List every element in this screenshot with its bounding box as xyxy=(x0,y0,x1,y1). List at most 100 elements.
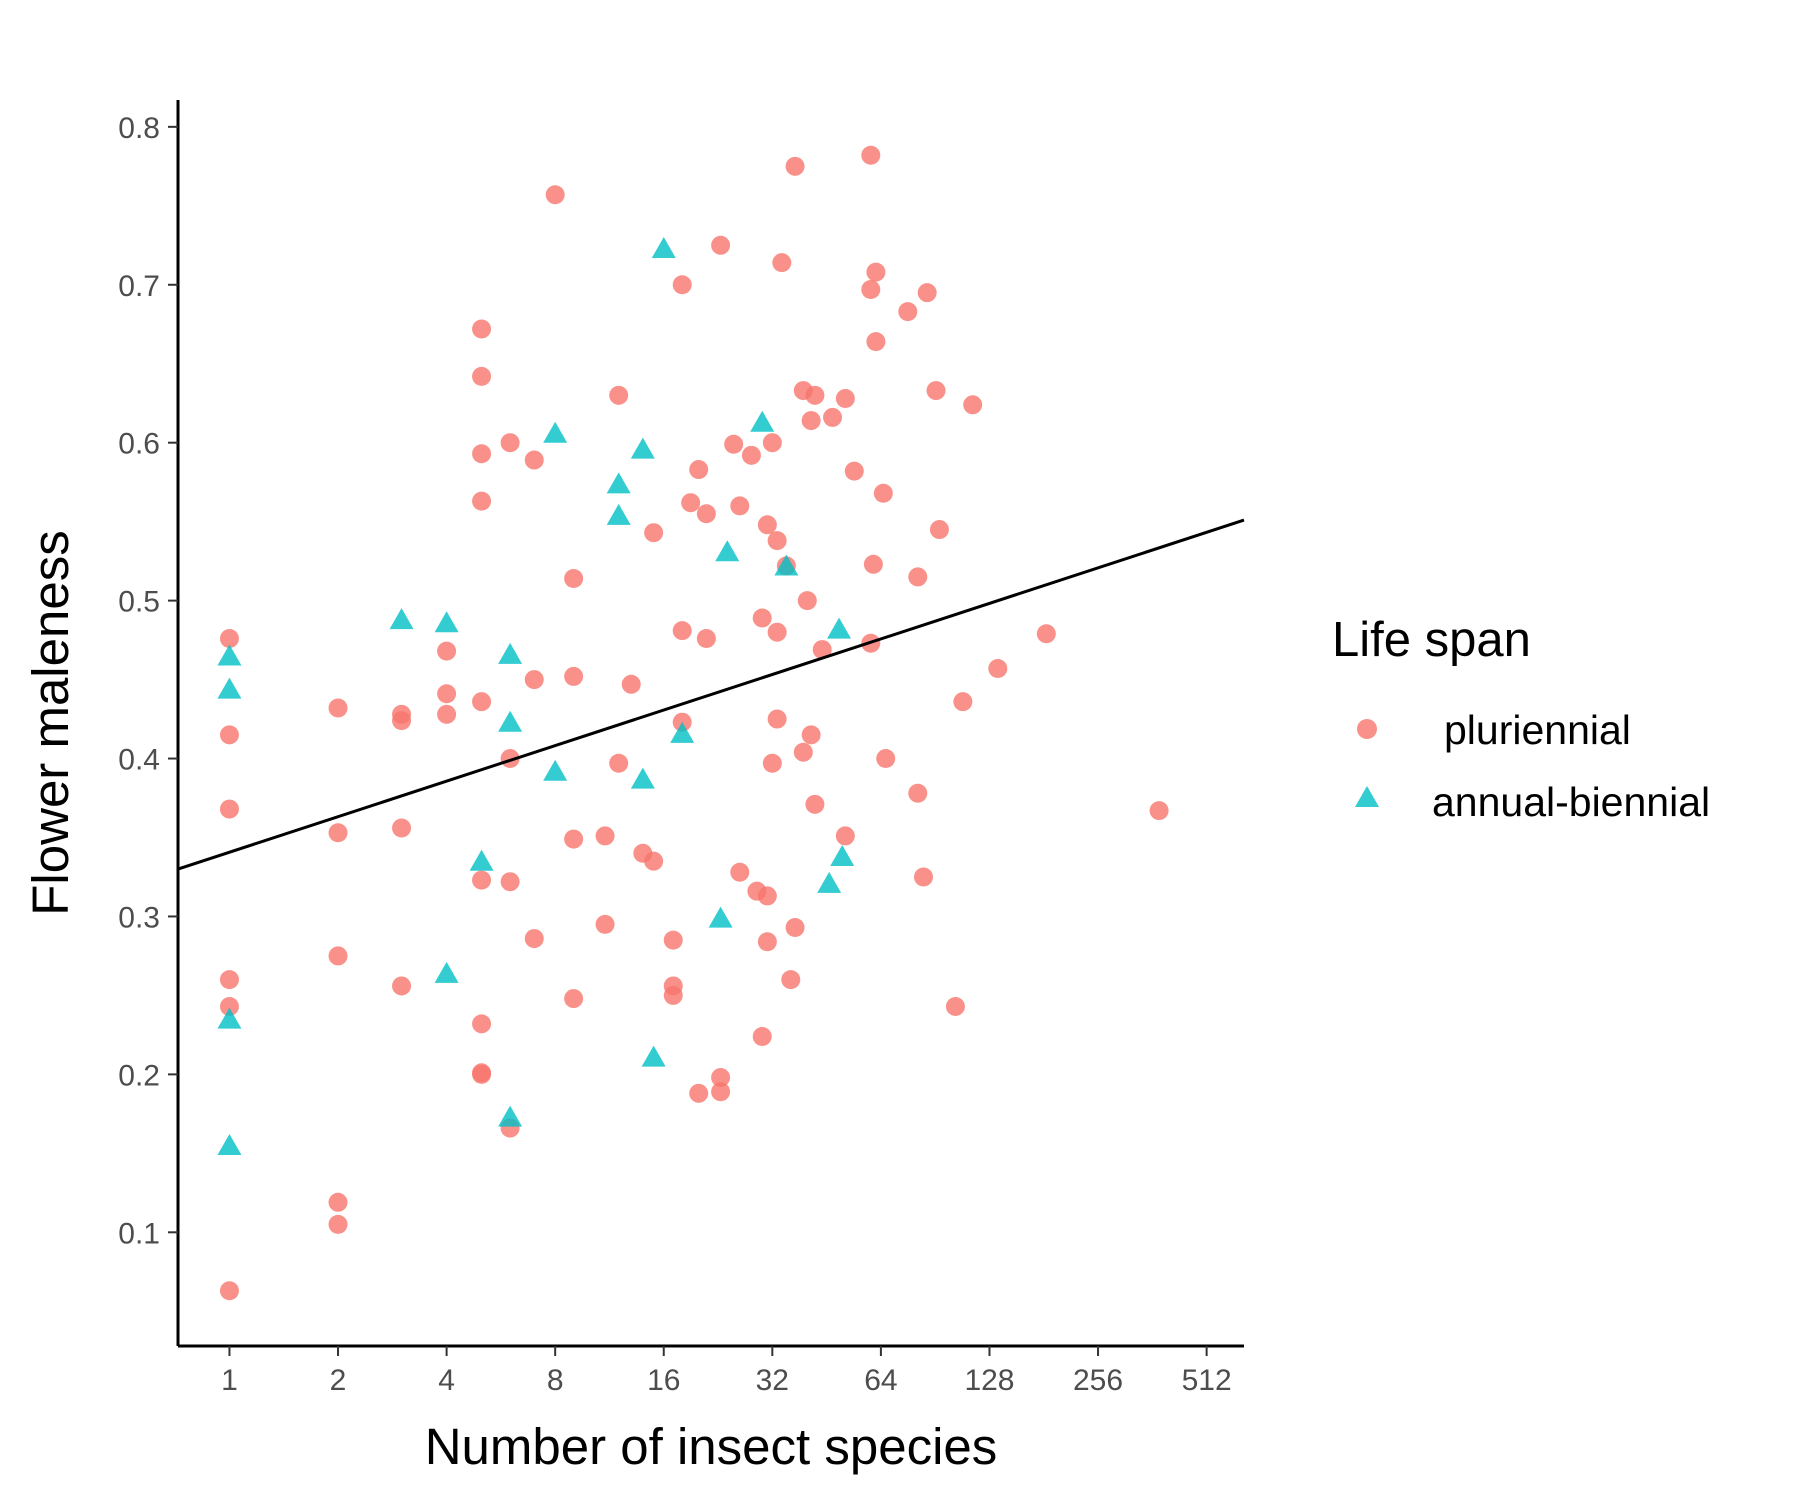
data-point-pluriennial xyxy=(219,799,239,819)
data-point-pluriennial xyxy=(621,674,641,694)
y-tick-label: 0.6 xyxy=(118,428,160,461)
x-tick-label: 8 xyxy=(547,1364,564,1397)
data-point-annual-biennial xyxy=(434,961,459,983)
data-point-pluriennial xyxy=(595,914,615,934)
y-tick-label: 0.7 xyxy=(118,270,160,303)
data-point-annual-biennial xyxy=(498,710,523,732)
data-point-pluriennial xyxy=(689,1083,709,1103)
legend-title: Life span xyxy=(1332,613,1531,667)
data-point-annual-biennial xyxy=(543,421,568,443)
legend: Life span pluriennial annual-biennial xyxy=(1332,613,1710,825)
data-point-pluriennial xyxy=(801,725,821,745)
data-point-pluriennial xyxy=(801,411,821,431)
data-point-pluriennial xyxy=(595,826,615,846)
data-point-pluriennial xyxy=(644,523,664,543)
data-point-annual-biennial xyxy=(606,503,631,525)
x-tick-label: 256 xyxy=(1073,1364,1123,1397)
data-point-pluriennial xyxy=(757,932,777,952)
y-tick-label: 0.1 xyxy=(118,1217,160,1250)
legend-key-pluriennial xyxy=(1357,719,1377,739)
data-point-pluriennial xyxy=(752,1026,772,1046)
x-axis-title: Number of insect species xyxy=(425,1418,998,1475)
data-point-pluriennial xyxy=(696,629,716,649)
data-point-pluriennial xyxy=(797,591,817,611)
data-point-annual-biennial xyxy=(498,1105,523,1127)
data-point-pluriennial xyxy=(472,1014,492,1034)
data-point-annual-biennial xyxy=(498,642,523,664)
x-tick-label: 512 xyxy=(1182,1364,1232,1397)
legend-label-pluriennial: pluriennial xyxy=(1444,707,1631,753)
data-point-pluriennial xyxy=(609,753,629,773)
data-point-pluriennial xyxy=(812,640,832,660)
x-axis-ticks: 1 2 4 8 16 32 64 128 256 512 xyxy=(221,1346,1232,1397)
x-tick-label: 64 xyxy=(864,1364,897,1397)
data-point-pluriennial xyxy=(844,461,864,481)
data-point-pluriennial xyxy=(767,622,787,642)
data-point-pluriennial xyxy=(752,608,772,628)
x-tick-label: 4 xyxy=(438,1364,455,1397)
data-point-pluriennial xyxy=(730,496,750,516)
x-tick-label: 32 xyxy=(756,1364,789,1397)
data-point-pluriennial xyxy=(711,1082,731,1102)
data-point-annual-biennial xyxy=(774,554,799,576)
data-point-pluriennial xyxy=(908,567,928,587)
data-point-pluriennial xyxy=(908,783,928,803)
data-point-pluriennial xyxy=(805,794,825,814)
data-point-pluriennial xyxy=(328,823,348,843)
data-point-pluriennial xyxy=(988,659,1008,679)
data-point-pluriennial xyxy=(524,450,544,470)
x-tick-label: 128 xyxy=(964,1364,1014,1397)
data-point-pluriennial xyxy=(437,704,457,724)
data-point-annual-biennial xyxy=(217,1007,242,1029)
data-point-pluriennial xyxy=(1036,624,1056,644)
x-tick-label: 1 xyxy=(221,1364,238,1397)
data-point-pluriennial xyxy=(219,1281,239,1301)
y-axis-title: Flower maleness xyxy=(22,530,79,915)
data-point-pluriennial xyxy=(328,698,348,718)
data-point-pluriennial xyxy=(689,460,709,480)
data-point-pluriennial xyxy=(1149,801,1169,821)
data-point-pluriennial xyxy=(392,711,412,731)
data-point-annual-biennial xyxy=(389,608,414,630)
data-point-pluriennial xyxy=(328,1214,348,1234)
trend-line xyxy=(177,518,1245,871)
data-point-annual-biennial xyxy=(217,677,242,699)
data-point-pluriennial xyxy=(696,504,716,524)
data-point-pluriennial xyxy=(785,918,805,938)
data-point-pluriennial xyxy=(392,976,412,996)
data-point-pluriennial xyxy=(953,692,973,712)
data-point-annual-biennial xyxy=(606,472,631,494)
data-point-pluriennial xyxy=(863,554,883,574)
data-point-pluriennial xyxy=(866,262,886,282)
data-point-pluriennial xyxy=(500,433,520,453)
data-point-pluriennial xyxy=(926,381,946,401)
data-point-pluriennial xyxy=(963,395,983,415)
data-point-annual-biennial xyxy=(630,437,655,459)
data-point-pluriennial xyxy=(472,692,492,712)
data-point-pluriennial xyxy=(929,520,949,540)
data-point-pluriennial xyxy=(762,753,782,773)
data-point-pluriennial xyxy=(861,280,881,300)
data-point-annual-biennial xyxy=(670,721,695,743)
data-point-pluriennial xyxy=(724,434,744,454)
data-point-pluriennial xyxy=(437,641,457,661)
data-point-pluriennial xyxy=(835,826,855,846)
data-point-pluriennial xyxy=(767,709,787,729)
data-point-annual-biennial xyxy=(543,759,568,781)
data-point-pluriennial xyxy=(835,388,855,408)
data-point-annual-biennial xyxy=(651,237,676,259)
y-tick-label: 0.2 xyxy=(118,1059,160,1092)
data-point-pluriennial xyxy=(219,996,239,1016)
data-point-pluriennial xyxy=(762,433,782,453)
data-point-pluriennial xyxy=(219,970,239,990)
data-point-pluriennial xyxy=(757,886,777,906)
y-tick-label: 0.3 xyxy=(118,901,160,934)
y-tick-label: 0.8 xyxy=(118,112,160,145)
data-point-annual-biennial xyxy=(641,1045,666,1067)
data-point-pluriennial xyxy=(866,332,886,352)
legend-key-annual-biennial xyxy=(1355,786,1379,807)
data-point-pluriennial xyxy=(472,319,492,339)
data-points-layer xyxy=(217,145,1169,1301)
data-point-annual-biennial xyxy=(434,611,459,633)
data-point-annual-biennial xyxy=(217,644,242,666)
